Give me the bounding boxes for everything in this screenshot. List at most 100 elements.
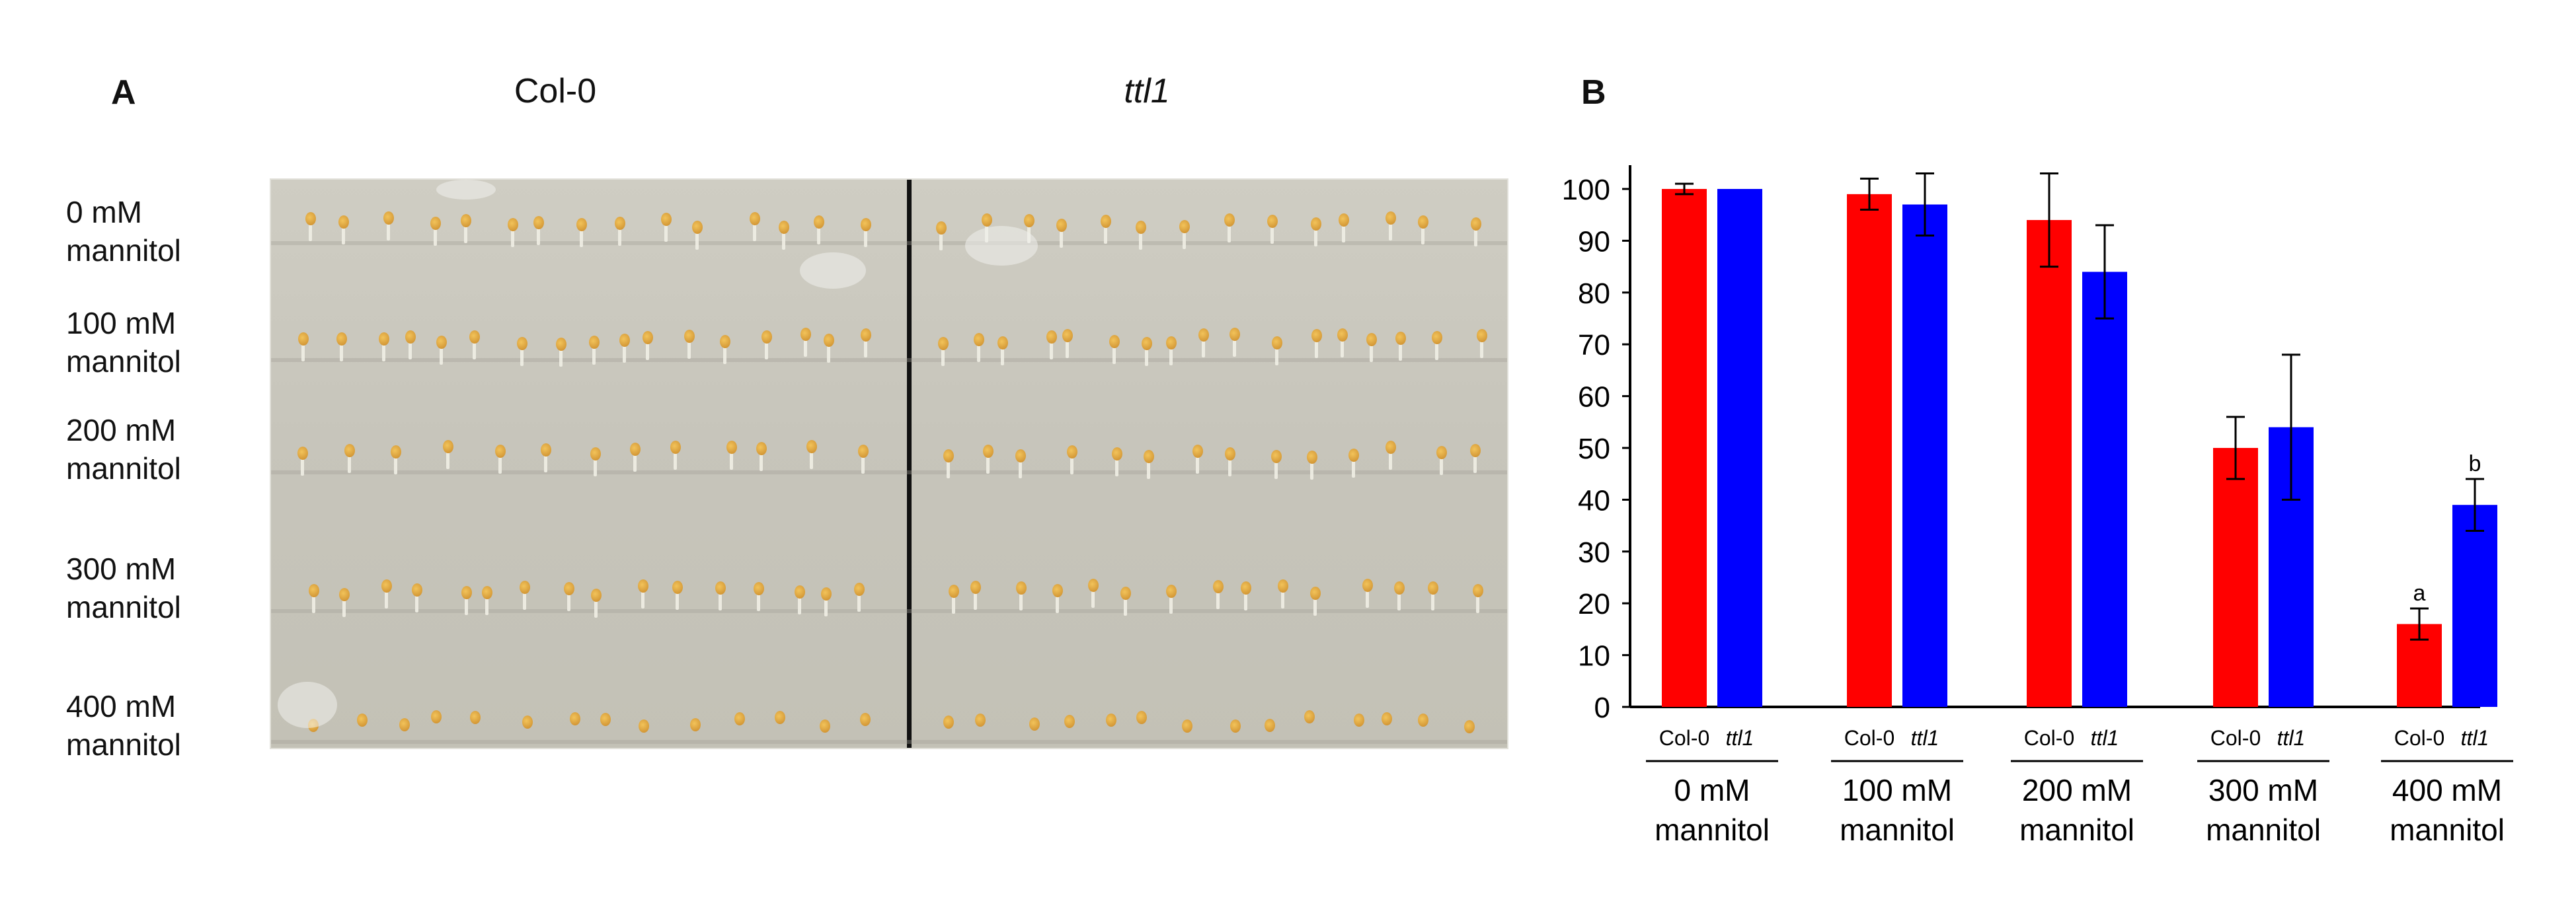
- seedling-sprout: [1399, 340, 1403, 361]
- seed: [590, 589, 602, 603]
- genotype-tick-label: Col-0: [1659, 726, 1709, 750]
- row-label-0mm: 0 mM mannitol: [66, 193, 264, 270]
- seed: [519, 581, 530, 595]
- seedling-sprout: [986, 453, 990, 474]
- seedling-sprout: [1124, 595, 1128, 616]
- seedling-sprout: [1216, 589, 1220, 609]
- seedling-sprout: [1183, 229, 1187, 250]
- seed: [794, 585, 805, 599]
- seed: [590, 447, 601, 461]
- seedling-sprout: [1430, 590, 1434, 610]
- row-label-line1: 200 mM: [66, 413, 176, 447]
- seedling-sprout: [566, 591, 570, 612]
- seedling-sprout: [633, 452, 637, 472]
- seed: [614, 216, 625, 230]
- seed: [1143, 450, 1154, 464]
- agar-row-band: [271, 470, 1507, 474]
- seed: [1136, 220, 1147, 234]
- y-tick-label: 0: [1594, 692, 1610, 724]
- seed: [533, 215, 545, 229]
- seed: [935, 221, 947, 235]
- seedling-sprout: [753, 221, 757, 241]
- panel-a-letter: A: [111, 73, 136, 112]
- seed: [756, 441, 767, 455]
- seed: [1240, 581, 1251, 595]
- row-label-line2: mannitol: [66, 233, 181, 268]
- seed: [1224, 447, 1235, 461]
- seed: [431, 710, 442, 724]
- seed: [336, 332, 348, 346]
- seed: [943, 449, 954, 463]
- seedling-sprout: [1352, 458, 1356, 478]
- row-label-400mm: 400 mM mannitol: [66, 687, 264, 764]
- seedling-sprout: [387, 221, 391, 241]
- seedling-sprout: [1049, 340, 1053, 360]
- seed: [338, 215, 350, 229]
- seed: [1436, 445, 1447, 459]
- y-tick-label: 70: [1578, 329, 1610, 361]
- seed: [672, 580, 683, 594]
- seed: [734, 712, 746, 726]
- seed: [691, 221, 703, 235]
- seedling-sprout: [1201, 337, 1205, 357]
- seed: [715, 581, 726, 595]
- seedling-sprout: [580, 227, 584, 247]
- seed: [481, 585, 492, 599]
- seed: [1267, 215, 1278, 229]
- seed: [860, 217, 871, 231]
- seedling-sprout: [974, 589, 978, 610]
- seed: [1339, 213, 1350, 227]
- seedling-sprout: [759, 451, 763, 471]
- seed: [1278, 579, 1289, 593]
- seed: [1101, 214, 1112, 228]
- seed: [469, 330, 481, 344]
- seedling-sprout: [1342, 222, 1346, 242]
- seedling-sprout: [1112, 344, 1116, 365]
- seed: [461, 213, 472, 227]
- seedling-sprout: [1313, 227, 1317, 247]
- seedling-sprout: [1055, 593, 1059, 614]
- seedling-sprout: [342, 225, 346, 245]
- bar: [1662, 189, 1707, 707]
- seedling-sprout: [1019, 591, 1023, 610]
- category-label-line2: mannitol: [2206, 813, 2321, 847]
- seedling-sprout: [764, 340, 768, 360]
- seedling-sprout: [511, 227, 515, 247]
- seedling-sprout: [857, 591, 861, 612]
- category-label-line1: 0 mM: [1674, 773, 1750, 807]
- category-label-line2: mannitol: [1655, 813, 1770, 847]
- seed: [997, 336, 1009, 349]
- seed: [750, 211, 761, 225]
- seedling-sprout: [1060, 228, 1064, 248]
- row-label-line2: mannitol: [66, 344, 181, 379]
- agar-row-band: [271, 740, 1507, 744]
- seedling-sprout: [485, 595, 488, 615]
- seed: [1229, 328, 1241, 342]
- seedling-sprout: [308, 221, 312, 241]
- seedling-sprout: [464, 595, 468, 615]
- seedling-sprout: [340, 342, 344, 362]
- seedling-sprout: [1228, 457, 1231, 477]
- seedling-sprout: [381, 342, 385, 362]
- seed: [1381, 712, 1392, 725]
- seedling-sprout: [409, 340, 412, 360]
- seed: [588, 335, 600, 349]
- seed: [1052, 584, 1063, 598]
- seedling-sprout: [1473, 453, 1477, 474]
- row-label-line2: mannitol: [66, 451, 181, 486]
- row-label-200mm: 200 mM mannitol: [66, 411, 264, 488]
- seed: [1198, 328, 1209, 342]
- genotype-tick-label: Col-0: [2394, 726, 2444, 750]
- seed: [1366, 332, 1378, 346]
- seed: [1056, 219, 1068, 233]
- seedling-sprout: [1314, 338, 1318, 359]
- seed: [405, 330, 416, 344]
- seed: [1304, 710, 1315, 724]
- seed: [563, 582, 574, 596]
- row-label-line1: 300 mM: [66, 552, 176, 586]
- seed: [949, 585, 960, 599]
- seedling-sprout: [473, 340, 477, 360]
- seed: [1166, 336, 1177, 350]
- column-label-ttl1: ttl1: [1124, 72, 1170, 110]
- seedling-sprout: [1435, 340, 1439, 360]
